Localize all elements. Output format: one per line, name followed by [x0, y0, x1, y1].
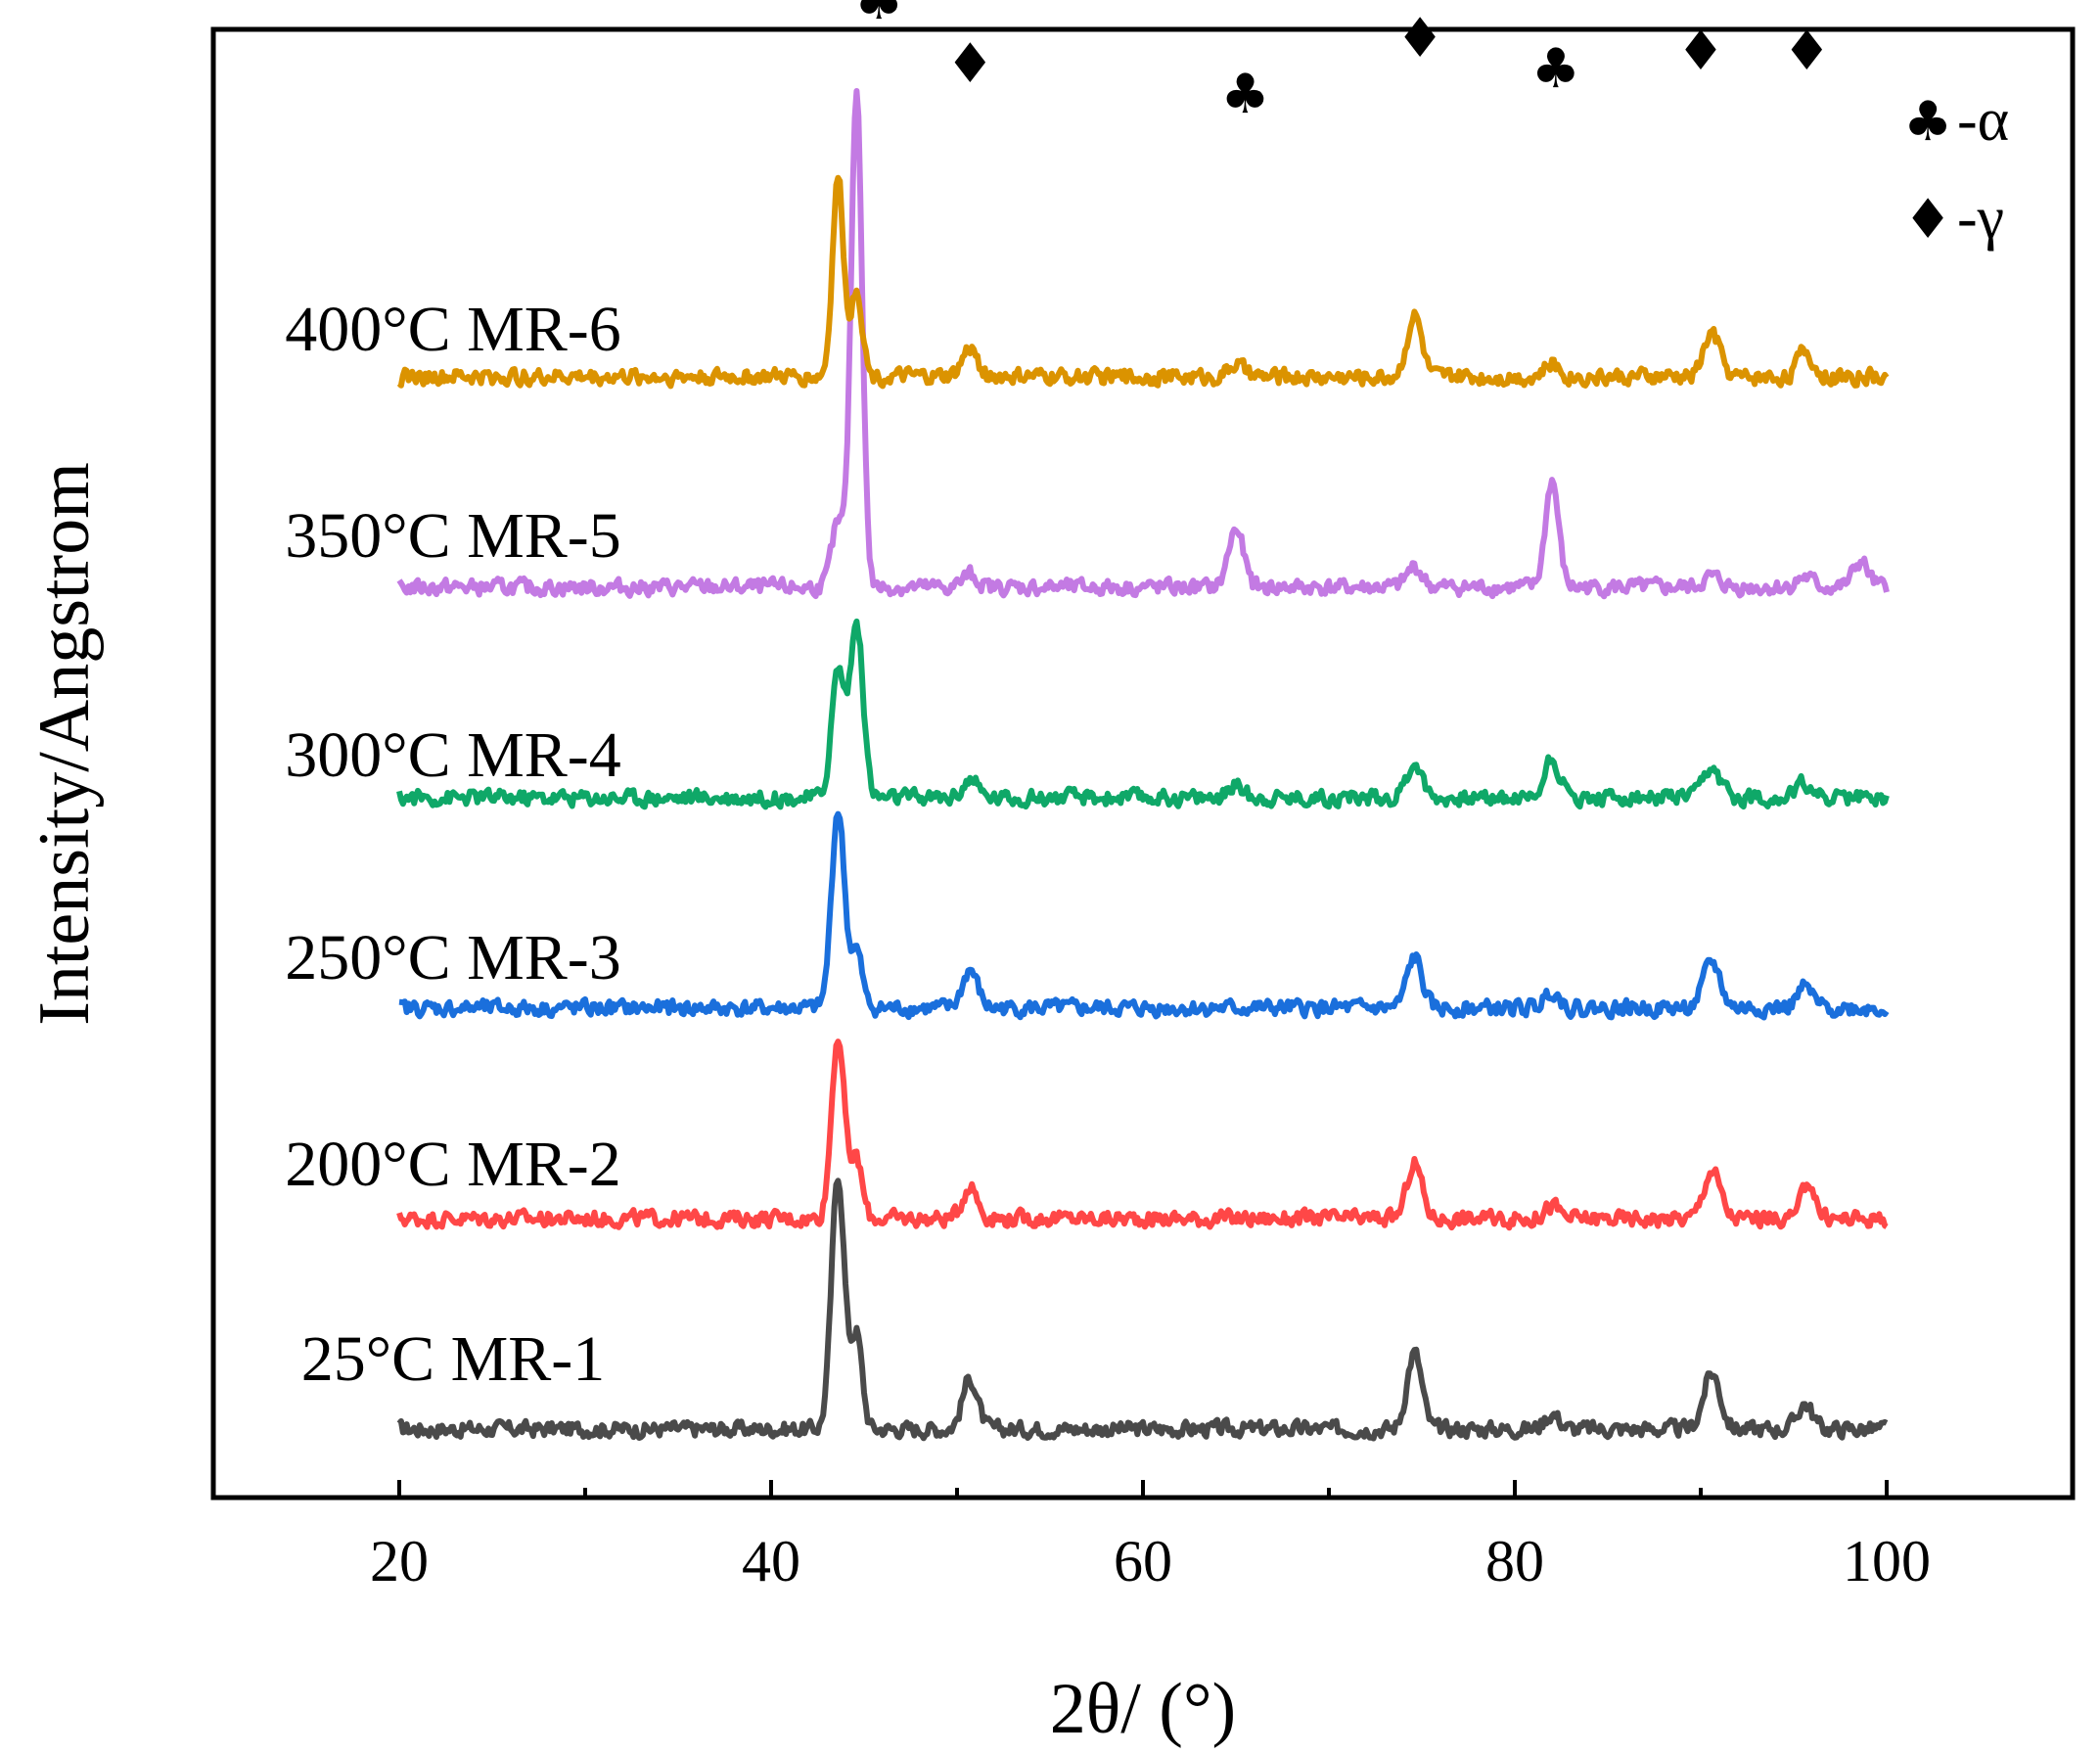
series-label-mr4: 300°C MR-4	[285, 719, 621, 791]
series-line-3	[397, 810, 1890, 1021]
series-line-4	[396, 618, 1890, 810]
series-line-5	[396, 88, 1890, 600]
diamond-marker-7: ♦	[1782, 20, 1831, 83]
series-label-mr1: 25°C MR-1	[301, 1323, 606, 1395]
series-line-2	[396, 1039, 1889, 1231]
diamond-marker-2: ♦	[945, 32, 994, 96]
diamond-marker-6: ♦	[1676, 20, 1725, 83]
series-line-6	[396, 174, 1890, 390]
legend-gamma-label: -γ	[1957, 185, 2004, 252]
club-marker-3: ♣	[1220, 63, 1269, 126]
x-tick-label-80: 80	[1485, 1529, 1544, 1593]
club-marker-1: ♣	[854, 0, 903, 32]
series-layer	[396, 88, 1890, 1442]
x-tick-label-100: 100	[1843, 1529, 1931, 1593]
legend: ♣ -α ♦ -γ	[1903, 87, 2009, 252]
x-axis-ticks: 20 40 60 80 100	[370, 1480, 1931, 1593]
x-axis-title: 2θ/ (°)	[1050, 1669, 1236, 1749]
legend-club-icon: ♣	[1903, 90, 1952, 154]
x-tick-label-60: 60	[1114, 1529, 1172, 1593]
series-label-mr3: 250°C MR-3	[285, 922, 621, 993]
diamond-marker-4: ♦	[1395, 7, 1444, 70]
x-tick-label-40: 40	[742, 1529, 800, 1593]
y-axis-title: Intensity/Angstrom	[24, 462, 105, 1026]
series-label-mr6: 400°C MR-6	[285, 294, 621, 365]
series-label-mr2: 200°C MR-2	[285, 1129, 621, 1200]
series-line-1	[396, 1178, 1889, 1442]
series-label-mr5: 350°C MR-5	[285, 500, 621, 572]
x-tick-label-20: 20	[370, 1529, 429, 1593]
legend-diamond-icon: ♦	[1903, 188, 1952, 252]
phase-markers: ♦♣♦♣♦♣♦♦	[854, 0, 1831, 126]
legend-alpha-label: -α	[1957, 87, 2009, 154]
club-marker-5: ♣	[1531, 37, 1580, 101]
